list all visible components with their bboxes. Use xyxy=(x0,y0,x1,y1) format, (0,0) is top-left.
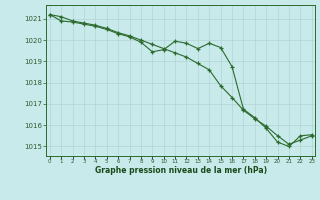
X-axis label: Graphe pression niveau de la mer (hPa): Graphe pression niveau de la mer (hPa) xyxy=(95,166,267,175)
